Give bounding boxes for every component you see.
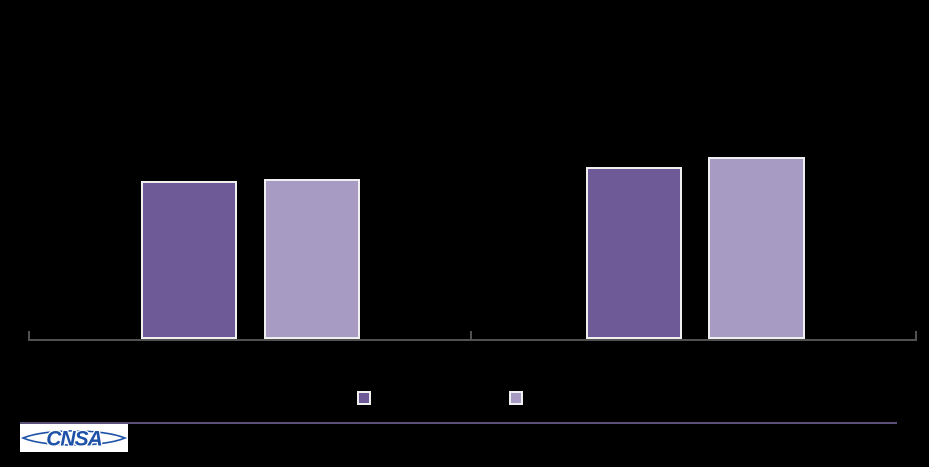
- footer-divider-line: [20, 422, 897, 424]
- cnsa-logo-text: CNSA: [46, 428, 102, 451]
- x-axis-line: [28, 339, 917, 341]
- cnsa-lens-icon: [20, 430, 128, 446]
- plot-area: [141, 157, 805, 339]
- bar-group2-series1: [586, 167, 682, 339]
- bar-group1-series2: [264, 179, 360, 339]
- legend-swatch-series2: [509, 391, 523, 405]
- x-axis-tick-right: [915, 331, 917, 339]
- bar-group1-series1: [141, 181, 237, 339]
- bar-group2-series2: [708, 157, 805, 339]
- x-axis-tick-center: [470, 331, 472, 339]
- legend-swatch-series1: [357, 391, 371, 405]
- cnsa-logo: CNSA: [20, 424, 128, 452]
- x-axis-tick-left: [28, 331, 30, 339]
